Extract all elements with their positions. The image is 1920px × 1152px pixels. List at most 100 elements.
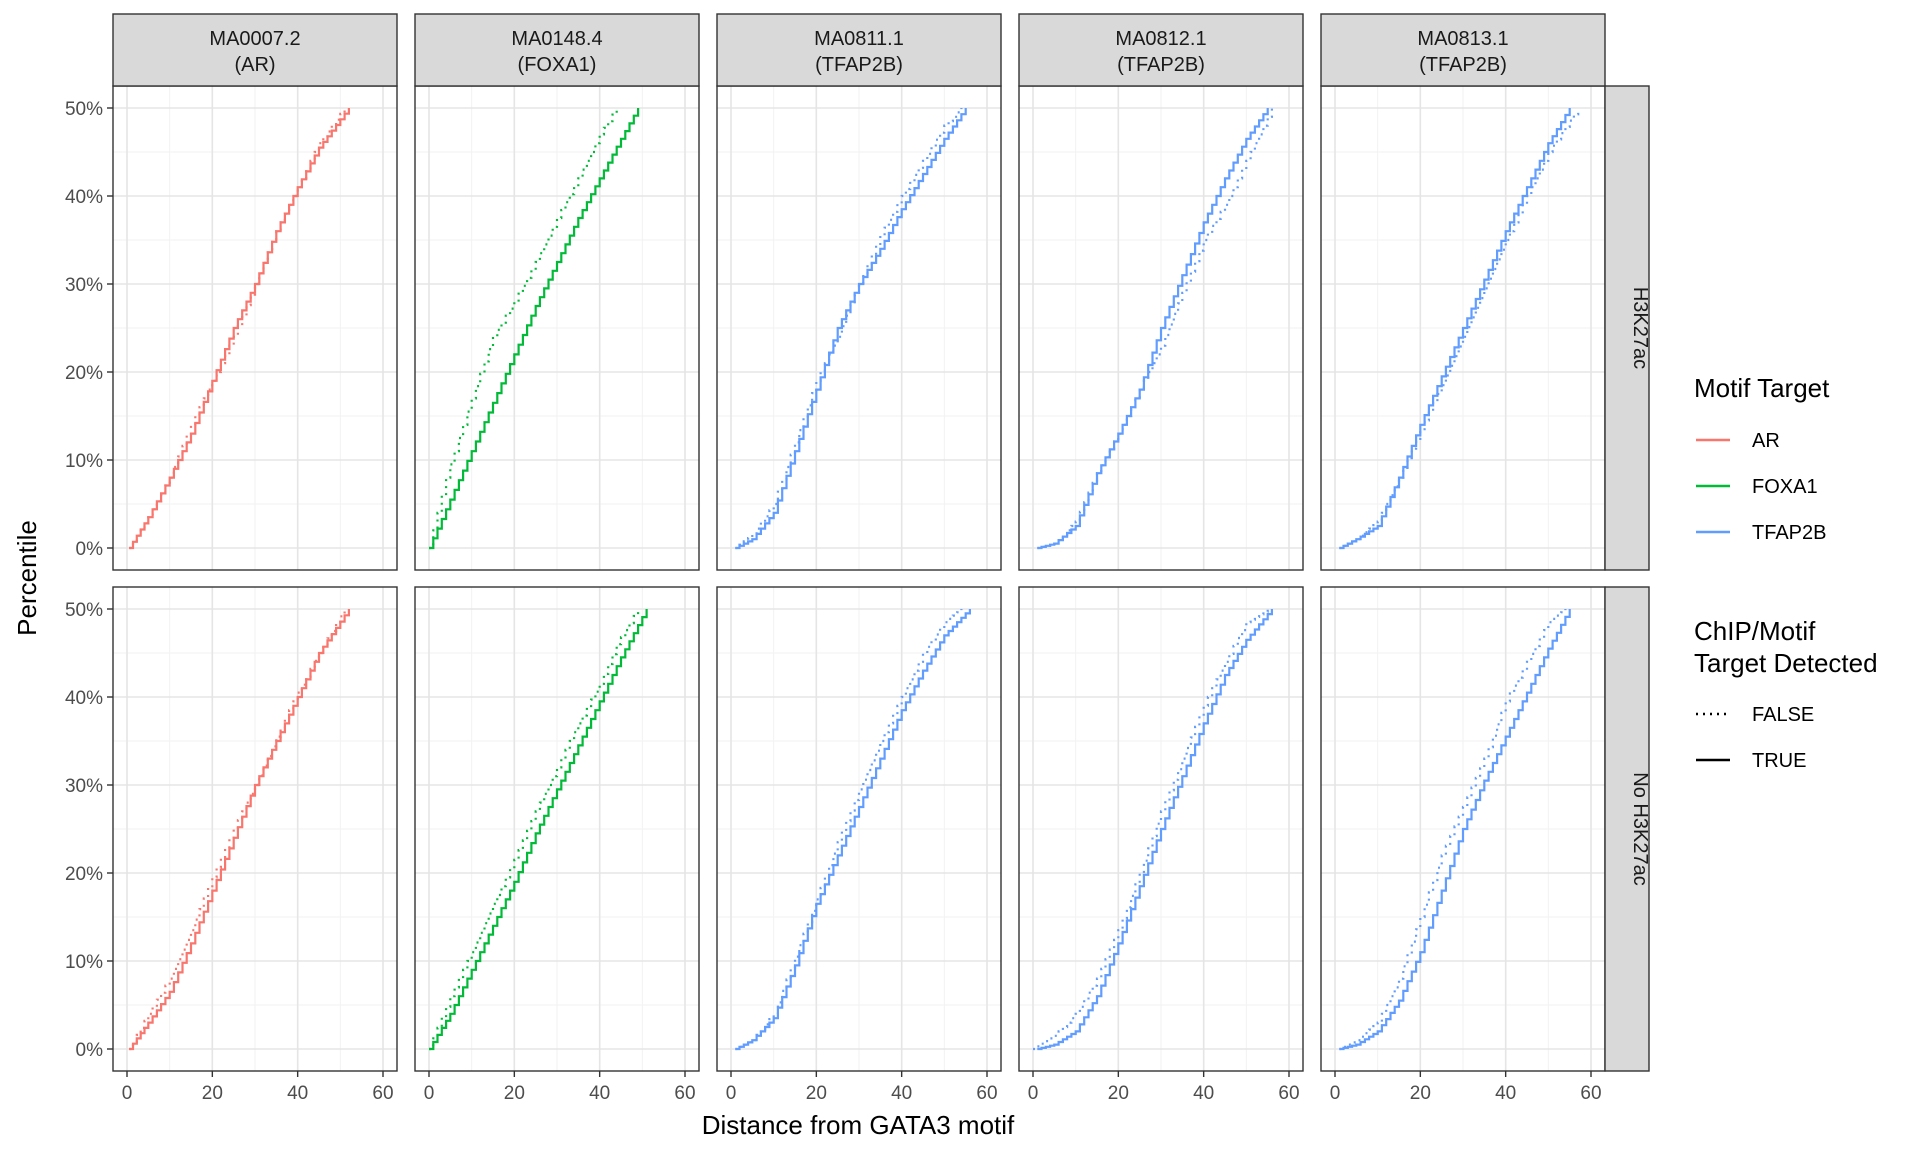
- strip-label-line2: (TFAP2B): [1419, 54, 1507, 76]
- panel-h3k27ac-ma0813-1: [1320, 85, 1606, 571]
- strip-h3k27ac: H3K27ac: [1604, 85, 1651, 571]
- legend-linetype-title-line2: Target Detected: [1694, 648, 1878, 678]
- series-tfap2b-true: [735, 108, 967, 550]
- series-tfap2b-true: [735, 609, 971, 1051]
- x-tick-label: 60: [372, 1083, 393, 1104]
- strip-background: [1604, 85, 1650, 571]
- strip-background: [414, 13, 700, 87]
- panel-no-h3k27ac-ma0811-1: [716, 586, 1002, 1072]
- y-tick-label: 40%: [65, 688, 103, 709]
- series-foxa1-false: [429, 108, 618, 550]
- strip-ma0812-1: MA0812.1 (TFAP2B): [1018, 13, 1304, 87]
- y-tick-label: 10%: [65, 451, 103, 472]
- legend-item-foxa1: FOXA1: [1696, 476, 1818, 498]
- series-tfap2b-false: [735, 609, 963, 1051]
- strip-label-line2: (TFAP2B): [815, 54, 903, 76]
- strip-background: [1018, 13, 1304, 87]
- x-axis-title: Distance from GATA3 motif: [702, 1110, 1015, 1140]
- axes: 0% 10% 20% 30% 40% 50% 0% 10% 20% 30% 40% 50% 0 20 40 6…: [65, 99, 1602, 1104]
- legend-item-true: TRUE: [1696, 750, 1806, 772]
- strip-label-line1: MA0007.2: [209, 28, 300, 50]
- strip-background: [1604, 586, 1650, 1072]
- y-tick-label: 30%: [65, 275, 103, 296]
- panel-no-h3k27ac-ma0148-4: [414, 586, 700, 1072]
- panel-border: [414, 586, 700, 1072]
- x-tick-label: 0: [424, 1083, 435, 1104]
- legend-item-tfap2b: TFAP2B: [1696, 522, 1826, 544]
- x-tick-label: 20: [202, 1083, 223, 1104]
- series-ar-true: [129, 108, 350, 550]
- strip-ma0148-4: MA0148.4 (FOXA1): [414, 13, 700, 87]
- panel-h3k27ac-ma0811-1: [716, 85, 1002, 571]
- strip-label: No H3K27ac: [1629, 772, 1651, 885]
- x-tick-label: 60: [976, 1083, 997, 1104]
- strip-label-line2: (AR): [234, 54, 275, 76]
- strip-ma0813-1: MA0813.1 (TFAP2B): [1320, 13, 1606, 87]
- legend-linetype-title-line1: ChIP/Motif: [1694, 616, 1816, 646]
- x-tick-label: 60: [1580, 1083, 1601, 1104]
- panel-border: [1018, 586, 1304, 1072]
- strip-ma0811-1: MA0811.1 (TFAP2B): [716, 13, 1002, 87]
- x-tick-label: 0: [726, 1083, 737, 1104]
- series-tfap2b-false: [1339, 609, 1567, 1051]
- series-tfap2b-true: [1037, 108, 1269, 550]
- panel-h3k27ac-ma0812-1: [1018, 85, 1304, 571]
- series-foxa1-false: [429, 609, 640, 1051]
- strip-label-line1: MA0148.4: [511, 28, 602, 50]
- facet-panels: [112, 85, 1606, 1072]
- series-ar-false: [129, 609, 346, 1051]
- series-foxa1-true: [429, 108, 640, 550]
- x-tick-label: 40: [1495, 1083, 1516, 1104]
- y-tick-label: 10%: [65, 952, 103, 973]
- series-tfap2b-false: [1033, 609, 1269, 1051]
- series-foxa1-true: [429, 609, 648, 1051]
- series-tfap2b-true: [1339, 609, 1571, 1051]
- x-tick-label: 20: [504, 1083, 525, 1104]
- x-tick-label: 0: [122, 1083, 133, 1104]
- panel-h3k27ac-ma0007-2: [112, 85, 398, 571]
- series-tfap2b-true: [1037, 609, 1273, 1051]
- strip-label-line1: MA0811.1: [814, 28, 904, 50]
- y-axis-title: Percentile: [12, 520, 42, 636]
- y-tick-label: 0%: [76, 1040, 104, 1061]
- series-tfap2b-true: [1339, 108, 1571, 550]
- strip-background: [716, 13, 1002, 87]
- x-tick-label: 20: [1108, 1083, 1129, 1104]
- x-tick-label: 0: [1330, 1083, 1341, 1104]
- strip-background: [1320, 13, 1606, 87]
- panel-border: [716, 586, 1002, 1072]
- y-tick-label: 50%: [65, 99, 103, 120]
- strip-label-line2: (TFAP2B): [1117, 54, 1205, 76]
- y-tick-label: 40%: [65, 187, 103, 208]
- y-tick-label: 20%: [65, 363, 103, 384]
- x-tick-label: 40: [1193, 1083, 1214, 1104]
- x-tick-label: 60: [1278, 1083, 1299, 1104]
- x-tick-label: 60: [674, 1083, 695, 1104]
- strip-label-line1: MA0812.1: [1115, 28, 1206, 50]
- panel-no-h3k27ac-ma0813-1: [1320, 586, 1606, 1072]
- legend-label-ar: AR: [1752, 430, 1780, 452]
- panel-no-h3k27ac-ma0007-2: [112, 586, 398, 1072]
- strip-no-h3k27ac: No H3K27ac: [1604, 586, 1651, 1072]
- strip-ma0007-2: MA0007.2 (AR): [112, 13, 398, 87]
- facet-strips: MA0007.2 (AR) MA0148.4 (FOXA1) MA0811.1 (TFAP…: [112, 13, 1651, 1072]
- legend-color-title: Motif Target: [1694, 373, 1830, 403]
- strip-label: H3K27ac: [1629, 287, 1651, 369]
- legend-item-false: FALSE: [1696, 704, 1814, 726]
- y-tick-label: 50%: [65, 600, 103, 621]
- legend-label-false: FALSE: [1752, 704, 1814, 726]
- strip-label-line1: MA0813.1: [1417, 28, 1508, 50]
- legend-item-ar: AR: [1696, 430, 1780, 452]
- x-tick-label: 20: [806, 1083, 827, 1104]
- panel-no-h3k27ac-ma0812-1: [1018, 586, 1304, 1072]
- y-tick-label: 30%: [65, 776, 103, 797]
- strip-label-line2: (FOXA1): [518, 54, 597, 76]
- y-tick-label: 20%: [65, 864, 103, 885]
- legend-label-tfap2b: TFAP2B: [1752, 522, 1826, 544]
- x-tick-label: 40: [589, 1083, 610, 1104]
- panel-h3k27ac-ma0148-4: [414, 85, 700, 571]
- x-tick-label: 40: [287, 1083, 308, 1104]
- legend: Motif Target AR FOXA1 TFAP2B ChIP/Motif …: [1694, 373, 1878, 772]
- x-tick-label: 40: [891, 1083, 912, 1104]
